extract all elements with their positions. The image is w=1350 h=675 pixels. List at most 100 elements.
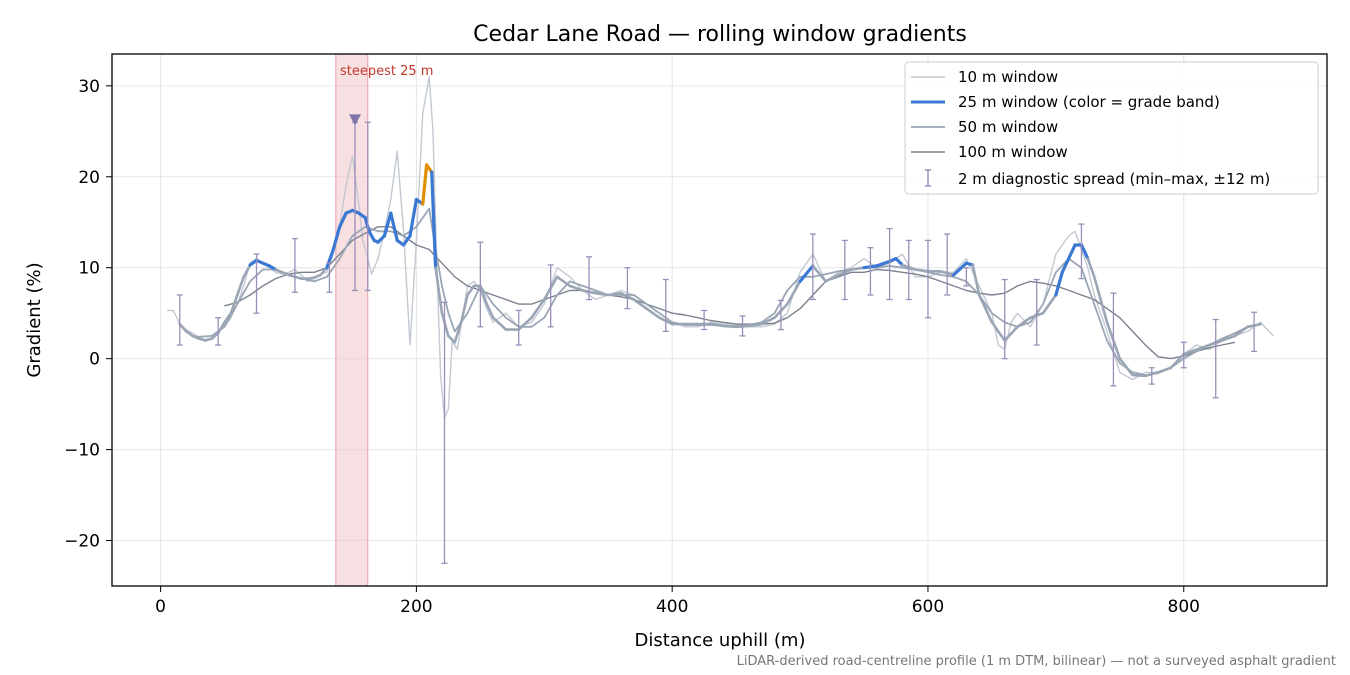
spread-bar xyxy=(905,239,912,301)
ticks: 0 200 400 600 800 −20 −10 0 10 20 30 xyxy=(64,77,1200,617)
series-segment-w25 xyxy=(491,316,508,331)
spread-bar xyxy=(867,247,874,296)
y-axis-label: Gradient (%) xyxy=(24,262,45,377)
series-segment-w25 xyxy=(951,261,968,277)
footnote: LiDAR-derived road-centreline profile (1… xyxy=(737,654,1336,669)
legend-label-w50: 50 m window xyxy=(958,118,1058,136)
spread-bar xyxy=(841,239,848,301)
x-tick-label: 800 xyxy=(1168,597,1200,617)
spread-bar xyxy=(1180,341,1187,369)
y-tick-label: 30 xyxy=(78,77,100,97)
spread-bar xyxy=(253,253,260,314)
legend-box xyxy=(904,61,1319,195)
spread-bar xyxy=(777,299,784,331)
series-segment-w25 xyxy=(1195,343,1211,351)
spread-bar xyxy=(326,262,333,293)
series-segment-w25 xyxy=(325,247,335,270)
series-segment-w25 xyxy=(485,302,495,320)
spread-bar xyxy=(1110,292,1117,387)
series-segment-w25 xyxy=(229,293,239,315)
spread-bar xyxy=(886,227,893,301)
spread-bar xyxy=(291,237,298,293)
spread-bar xyxy=(944,233,951,296)
series-segment-w25 xyxy=(382,211,393,238)
highlight-label: steepest 25 m xyxy=(340,64,433,79)
y-tick-label: 20 xyxy=(78,168,100,188)
series-segment-w25 xyxy=(1156,366,1173,374)
series-segment-w25 xyxy=(210,331,220,340)
spread-bar xyxy=(515,309,522,346)
series-segment-w25 xyxy=(216,320,226,335)
series-segment-w25 xyxy=(389,211,399,243)
spread-bar xyxy=(924,239,931,319)
series-segment-w25 xyxy=(1016,316,1032,329)
series-segment-w25 xyxy=(722,324,738,329)
chart-title: Cedar Lane Road — rolling window gradien… xyxy=(473,22,967,47)
spread-bar xyxy=(1148,367,1155,385)
highlight-band xyxy=(335,53,369,587)
legend-label-w25: 25 m window (color = grade band) xyxy=(958,93,1220,111)
series-segment-w25 xyxy=(977,293,994,324)
series-segment-w25 xyxy=(453,320,463,344)
series-segment-w25 xyxy=(319,266,329,277)
series-segment-w25 xyxy=(1054,270,1064,297)
series-segment-w25 xyxy=(568,284,584,292)
spread-bar xyxy=(441,301,448,564)
series-segment-w25 xyxy=(430,170,438,270)
peak-marker-layer xyxy=(349,114,361,126)
legend-label-w100: 100 m window xyxy=(958,143,1068,161)
x-tick-label: 0 xyxy=(155,597,166,617)
series-segment-w25 xyxy=(1118,357,1134,377)
spread-bar xyxy=(739,315,746,337)
series-segment-w25 xyxy=(798,264,815,283)
series-segment-w25 xyxy=(875,259,892,268)
steepest-marker xyxy=(349,114,361,126)
series-segment-w25 xyxy=(1220,334,1237,342)
spread-bar xyxy=(547,264,554,328)
spread-bar xyxy=(701,309,708,331)
series-segment-w25 xyxy=(747,322,764,328)
spread-bar xyxy=(1001,278,1008,360)
series-segment-w25 xyxy=(606,291,623,297)
x-tick-label: 600 xyxy=(912,597,944,617)
spread-bar xyxy=(662,278,669,333)
series-segment-w25 xyxy=(421,163,429,206)
spread-layer xyxy=(176,121,1258,564)
spread-bar xyxy=(624,267,631,310)
x-tick-label: 200 xyxy=(400,597,432,617)
spread-bar xyxy=(1033,278,1040,346)
series-segment-w25 xyxy=(1182,348,1198,356)
series-segment-w25 xyxy=(594,291,610,297)
series-segment-w25 xyxy=(223,311,233,324)
y-tick-label: 10 xyxy=(78,259,100,279)
series-segment-w25 xyxy=(709,322,725,328)
y-tick-label: 0 xyxy=(89,350,100,370)
series-segment-w25 xyxy=(971,263,981,297)
series-segment-w25 xyxy=(760,316,776,326)
series-segment-w25 xyxy=(434,266,444,315)
series-segment-w25 xyxy=(811,264,827,283)
y-tick-label: −20 xyxy=(64,532,100,552)
series-segment-w25 xyxy=(1079,243,1090,261)
series-segment-w25 xyxy=(645,307,661,320)
series-segment-w25 xyxy=(824,273,840,283)
series-segment-w25 xyxy=(530,298,546,320)
spread-bar xyxy=(963,267,970,287)
series-segment-w25 xyxy=(913,268,930,273)
series-segment-w25 xyxy=(1060,257,1071,274)
spread-bar xyxy=(477,241,484,328)
series-segment-w25 xyxy=(184,330,194,338)
series-segment-w25 xyxy=(338,211,348,229)
series-segment-w25 xyxy=(236,275,246,297)
spread-bar xyxy=(215,317,222,346)
series-segment-w25 xyxy=(1131,373,1147,378)
spread-bar xyxy=(586,256,593,301)
legend-swatch-spread xyxy=(925,169,931,187)
x-tick-label: 400 xyxy=(656,597,688,617)
series-segment-w25 xyxy=(517,316,533,331)
series-segment-w25 xyxy=(1086,257,1096,279)
legend: 10 m window 25 m window (color = grade b… xyxy=(904,61,1319,195)
plot-frame xyxy=(111,53,1328,587)
series-segment-w25 xyxy=(990,320,1007,342)
